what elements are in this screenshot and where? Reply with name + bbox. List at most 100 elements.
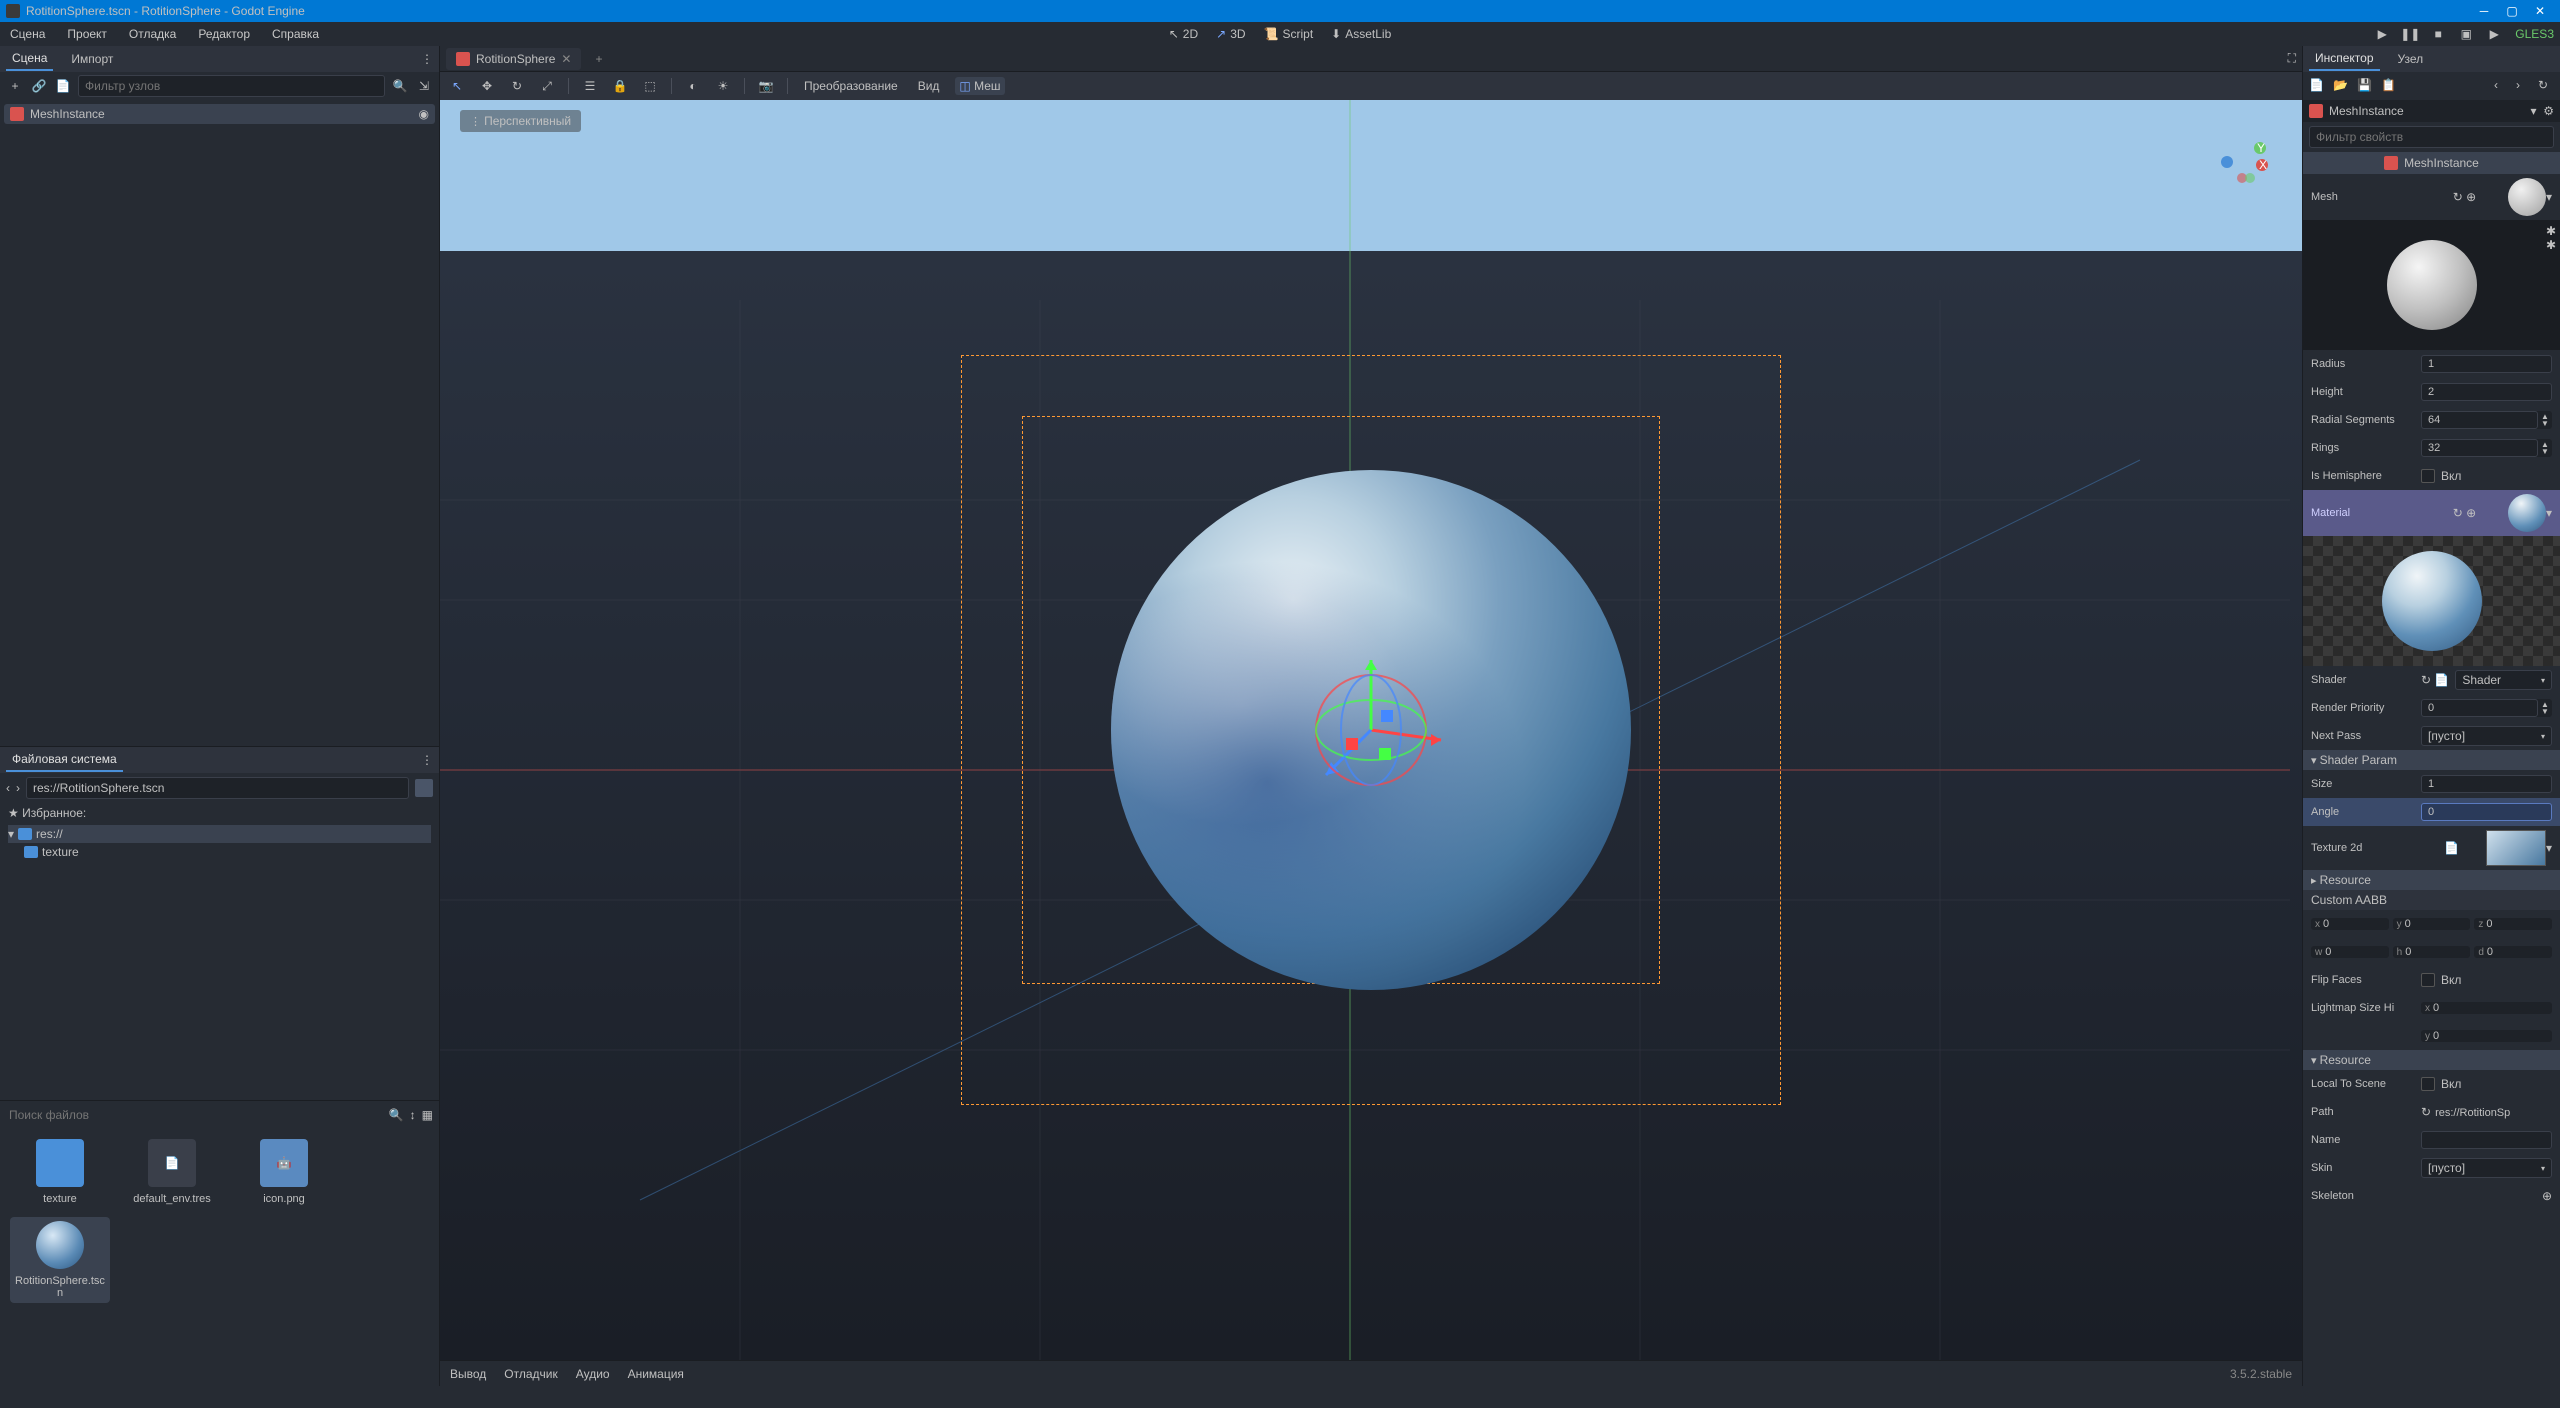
aabb-d[interactable] bbox=[2487, 946, 2548, 958]
tab-scene[interactable]: Сцена bbox=[6, 47, 53, 71]
size-input[interactable] bbox=[2421, 775, 2552, 793]
tree-node-meshinstance[interactable]: MeshInstance ◉ bbox=[4, 104, 435, 124]
mesh-thumb[interactable] bbox=[2508, 178, 2546, 216]
maximize-button[interactable]: ▢ bbox=[2498, 1, 2526, 21]
material-preview[interactable] bbox=[2303, 536, 2560, 666]
close-button[interactable]: ✕ bbox=[2526, 1, 2554, 21]
pause-button[interactable]: ❚❚ bbox=[2403, 27, 2417, 41]
visibility-toggle[interactable]: ◉ bbox=[419, 107, 429, 121]
file-item-default-env[interactable]: 📄 default_env.tres bbox=[122, 1139, 222, 1205]
camera-tool[interactable]: 📷 bbox=[757, 77, 775, 95]
scale-tool[interactable]: ⤢ bbox=[538, 77, 556, 95]
material-dropdown[interactable]: ▾ bbox=[2546, 506, 2552, 520]
mesh-dropdown[interactable]: ▾ bbox=[2546, 190, 2552, 204]
texture-thumb[interactable] bbox=[2486, 830, 2546, 866]
tab-node[interactable]: Узел bbox=[2392, 48, 2430, 70]
sun-tool[interactable]: ☀ bbox=[714, 77, 732, 95]
tab-inspector[interactable]: Инспектор bbox=[2309, 47, 2380, 71]
flip-faces-checkbox[interactable] bbox=[2421, 973, 2435, 987]
radial-segments-input[interactable] bbox=[2421, 411, 2538, 429]
view-grid-button[interactable]: ▦ bbox=[422, 1108, 433, 1122]
tab-output[interactable]: Вывод bbox=[450, 1367, 486, 1381]
mode-assetlib[interactable]: ⬇ AssetLib bbox=[1331, 27, 1391, 41]
menu-debug[interactable]: Отладка bbox=[125, 24, 180, 44]
material-reset-icon[interactable]: ↻ ⊕ bbox=[2453, 506, 2476, 520]
expand-viewport-button[interactable]: ⛶ bbox=[2288, 51, 2296, 66]
menu-project[interactable]: Проект bbox=[63, 24, 111, 44]
search-icon[interactable]: 🔍 bbox=[391, 77, 409, 95]
height-input[interactable] bbox=[2421, 383, 2552, 401]
sort-button[interactable]: ↕ bbox=[410, 1108, 416, 1122]
name-input[interactable] bbox=[2421, 1131, 2552, 1149]
next-pass-dropdown[interactable]: [пусто]▾ bbox=[2421, 726, 2552, 746]
rotate-tool[interactable]: ↻ bbox=[508, 77, 526, 95]
scene-panel-menu[interactable]: ⋮ bbox=[421, 52, 433, 66]
lightmap-y-input[interactable] bbox=[2433, 1030, 2548, 1042]
preview-reset[interactable]: ✱✱ bbox=[2546, 224, 2556, 252]
lightmap-x[interactable] bbox=[2433, 1002, 2548, 1014]
texture-dropdown[interactable]: ▾ bbox=[2546, 841, 2552, 855]
tab-debugger[interactable]: Отладчик bbox=[504, 1367, 557, 1381]
lock-tool[interactable]: 🔒 bbox=[611, 77, 629, 95]
history-forward[interactable]: › bbox=[2516, 78, 2532, 94]
stop-button[interactable]: ■ bbox=[2431, 27, 2445, 41]
aabb-y[interactable] bbox=[2405, 918, 2467, 930]
mesh-menu[interactable]: ◫ Меш bbox=[955, 77, 1004, 95]
select-tool[interactable]: ↖ bbox=[448, 77, 466, 95]
aabb-x[interactable] bbox=[2323, 918, 2385, 930]
file-item-texture[interactable]: texture bbox=[10, 1139, 110, 1205]
inspector-node-selector[interactable]: MeshInstance ▾ ⚙ bbox=[2303, 100, 2560, 122]
section-shader-param[interactable]: ▾ Shader Param bbox=[2303, 750, 2560, 770]
group-tool[interactable]: ⬚ bbox=[641, 77, 659, 95]
local-scene-checkbox[interactable] bbox=[2421, 1077, 2435, 1091]
menu-scene[interactable]: Сцена bbox=[6, 24, 49, 44]
tab-import[interactable]: Импорт bbox=[65, 48, 119, 70]
copy-button[interactable]: 📋 bbox=[2381, 78, 2397, 94]
aabb-w[interactable] bbox=[2325, 946, 2384, 958]
transform-menu[interactable]: Преобразование bbox=[800, 77, 902, 95]
section-custom-aabb[interactable]: Custom AABB bbox=[2303, 890, 2560, 910]
mode-script[interactable]: 📜 Script bbox=[1264, 27, 1314, 41]
aabb-h[interactable] bbox=[2405, 946, 2466, 958]
path-back-button[interactable]: ‹ bbox=[6, 781, 10, 795]
load-resource-button[interactable]: 📂 bbox=[2333, 78, 2349, 94]
skeleton-assign[interactable]: ⊕ bbox=[2542, 1189, 2552, 1203]
tab-animation[interactable]: Анимация bbox=[628, 1367, 684, 1381]
hemisphere-checkbox[interactable] bbox=[2421, 469, 2435, 483]
tab-audio[interactable]: Аудио bbox=[576, 1367, 610, 1381]
add-node-button[interactable]: + bbox=[6, 77, 24, 95]
skin-dropdown[interactable]: [пусто]▾ bbox=[2421, 1158, 2552, 1178]
play-button[interactable]: ▶ bbox=[2375, 27, 2389, 41]
move-tool[interactable]: ✥ bbox=[478, 77, 496, 95]
menu-editor[interactable]: Редактор bbox=[194, 24, 254, 44]
env-tool[interactable]: ◐ bbox=[684, 77, 702, 95]
radius-input[interactable] bbox=[2421, 355, 2552, 373]
folder-texture[interactable]: texture bbox=[24, 843, 431, 861]
new-resource-button[interactable]: 📄 bbox=[2309, 78, 2325, 94]
tab-filesystem[interactable]: Файловая система bbox=[6, 748, 123, 772]
filesystem-panel-menu[interactable]: ⋮ bbox=[421, 753, 433, 767]
path-view-button[interactable] bbox=[415, 779, 433, 797]
minimize-button[interactable]: ─ bbox=[2470, 1, 2498, 21]
property-filter-input[interactable] bbox=[2309, 126, 2554, 148]
mesh-preview[interactable]: ✱✱ bbox=[2303, 220, 2560, 350]
file-item-rotitionsphere[interactable]: RotitionSphere.tscn bbox=[10, 1217, 110, 1303]
link-button[interactable]: 🔗 bbox=[30, 77, 48, 95]
script-attach-button[interactable]: 📄 bbox=[54, 77, 72, 95]
path-forward-button[interactable]: › bbox=[16, 781, 20, 795]
scene-tab-rotitionsphere[interactable]: RotitionSphere ✕ bbox=[446, 48, 581, 70]
add-tab-button[interactable]: + bbox=[589, 52, 608, 66]
shader-dropdown[interactable]: Shader▾ bbox=[2455, 670, 2552, 690]
3d-viewport[interactable]: ⋮ Перспективный YX bbox=[440, 100, 2302, 1360]
mode-3d[interactable]: ↗ 3D bbox=[1216, 27, 1245, 41]
view-menu[interactable]: Вид bbox=[914, 77, 944, 95]
file-item-icon-png[interactable]: 🤖 icon.png bbox=[234, 1139, 334, 1205]
menu-help[interactable]: Справка bbox=[268, 24, 323, 44]
play-scene-button[interactable]: ▣ bbox=[2459, 27, 2473, 41]
aabb-z[interactable] bbox=[2486, 918, 2548, 930]
section-resource2[interactable]: ▾ Resource bbox=[2303, 1050, 2560, 1070]
scene-filter-input[interactable] bbox=[78, 75, 385, 97]
sphere-mesh[interactable] bbox=[1111, 470, 1631, 990]
material-thumb[interactable] bbox=[2508, 494, 2546, 532]
node-dropdown[interactable]: ▾ ⚙ bbox=[2531, 104, 2554, 118]
